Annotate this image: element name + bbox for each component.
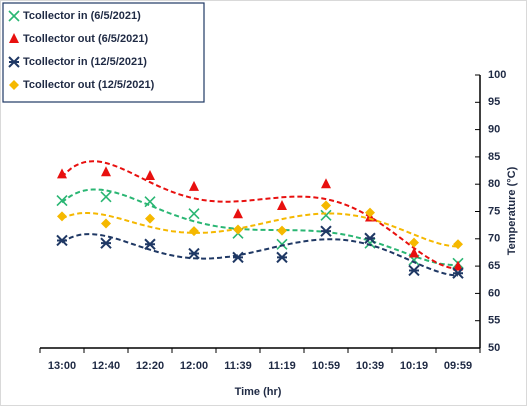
data-point <box>321 200 331 211</box>
y-tick-label: 65 <box>488 260 500 272</box>
legend <box>2 2 205 103</box>
legend-marker <box>9 80 19 90</box>
x-tick-label: 09:59 <box>444 360 472 372</box>
y-tick-label: 60 <box>488 287 500 299</box>
x-tick-label: 13:00 <box>48 360 76 372</box>
legend-item: Tcollector in (12/5/2021) <box>8 56 147 68</box>
data-point <box>57 211 67 222</box>
data-point <box>233 224 243 235</box>
trendline <box>61 233 459 277</box>
data-point <box>409 247 419 258</box>
data-point <box>145 170 155 181</box>
data-point <box>365 207 375 218</box>
data-point <box>100 191 112 203</box>
legend-item: Tcollector out (6/5/2021) <box>9 33 148 45</box>
y-tick-label: 75 <box>488 205 500 217</box>
data-point <box>320 225 332 237</box>
legend-marker <box>9 33 19 43</box>
data-point <box>408 264 420 277</box>
legend-label: Tcollector in (12/5/2021) <box>23 56 147 68</box>
data-point <box>364 237 376 249</box>
x-tick-label: 11:39 <box>224 360 252 372</box>
y-axis-title: Temperature (°C) <box>506 166 518 255</box>
data-point <box>100 237 112 249</box>
x-tick-label: 12:40 <box>92 360 120 372</box>
legend-item: Tcollector in (6/5/2021) <box>8 10 141 22</box>
data-point <box>409 237 419 248</box>
data-point <box>277 200 287 211</box>
data-point <box>320 209 332 221</box>
x-tick-label: 10:39 <box>356 360 384 372</box>
data-point <box>101 218 111 229</box>
data-point <box>189 226 199 237</box>
legend-label: Tcollector out (6/5/2021) <box>23 33 148 45</box>
y-tick-label: 90 <box>488 124 500 136</box>
data-point <box>101 166 111 177</box>
data-point <box>56 195 68 207</box>
data-point <box>188 208 200 220</box>
x-tick-label: 10:59 <box>312 360 340 372</box>
legend-label: Tcollector out (12/5/2021) <box>23 79 155 91</box>
data-point <box>56 234 68 247</box>
data-point <box>144 196 156 208</box>
trendline <box>61 212 459 248</box>
y-tick-label: 70 <box>488 233 500 245</box>
legend-marker <box>8 10 20 22</box>
y-tick-label: 100 <box>488 69 506 81</box>
x-tick-label: 12:00 <box>180 360 208 372</box>
data-point <box>277 225 287 236</box>
data-point <box>57 168 67 179</box>
legend-item: Tcollector out (12/5/2021) <box>9 79 155 91</box>
x-tick-label: 10:19 <box>400 360 428 372</box>
data-point <box>453 260 463 271</box>
data-point <box>452 267 464 279</box>
data-point <box>144 238 156 250</box>
data-point <box>453 239 463 250</box>
x-tick-label: 11:19 <box>268 360 296 372</box>
data-point <box>145 213 155 224</box>
x-axis-title: Time (hr) <box>235 386 282 398</box>
y-tick-label: 55 <box>488 315 500 327</box>
trendline <box>61 160 459 270</box>
data-point <box>188 247 200 260</box>
data-point <box>276 251 288 264</box>
legend-label: Tcollector in (6/5/2021) <box>23 10 141 22</box>
y-tick-label: 95 <box>488 96 500 108</box>
y-tick-label: 85 <box>488 151 500 163</box>
x-tick-label: 12:20 <box>136 360 164 372</box>
data-point <box>364 232 376 244</box>
data-point <box>232 251 244 264</box>
data-point <box>233 208 243 219</box>
y-tick-label: 50 <box>488 342 500 354</box>
legend-marker <box>8 56 20 68</box>
data-point <box>189 180 199 191</box>
data-point <box>321 178 331 189</box>
y-tick-label: 80 <box>488 178 500 190</box>
data-point <box>276 238 288 250</box>
